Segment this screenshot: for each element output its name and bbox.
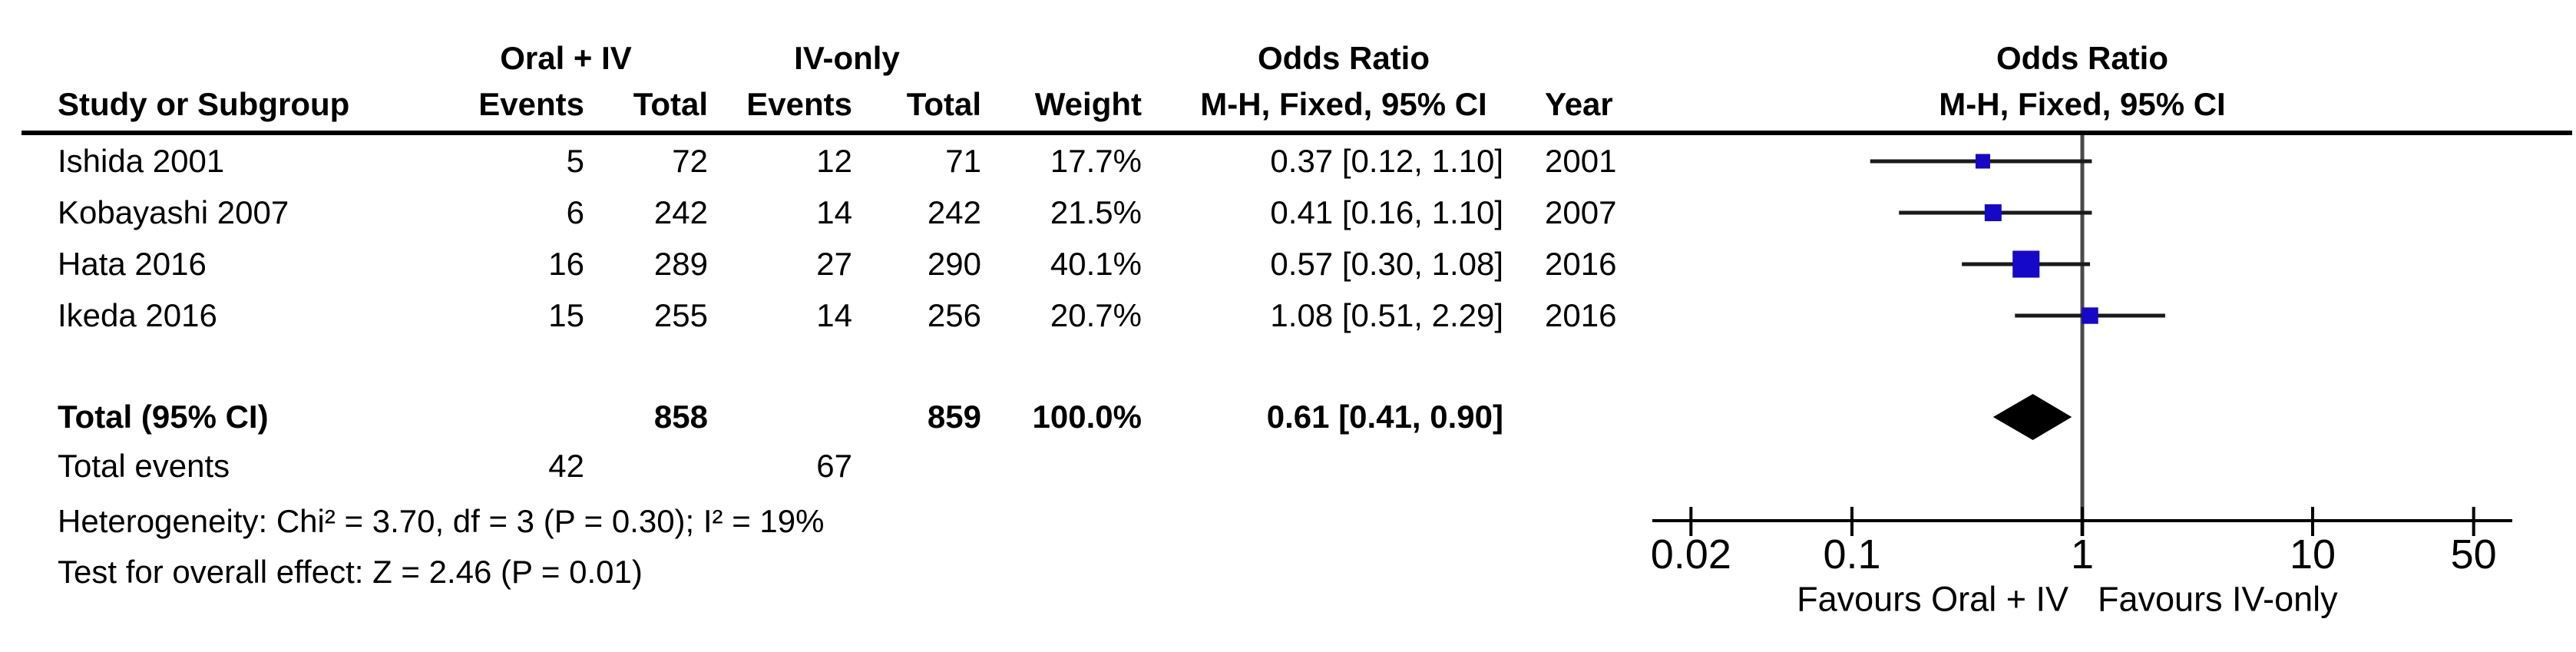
total-control: 242 [927, 194, 981, 230]
or-ci-value: 0.41 [0.16, 1.10] [1270, 194, 1503, 230]
x-axis-tick-label: 0.1 [1823, 531, 1880, 578]
or-square [1984, 204, 2002, 221]
header-separator [21, 131, 2572, 135]
col-header-total-treatment: Total [633, 86, 708, 122]
x-axis-tick-label: 50 [2451, 531, 2497, 578]
group-header-treatment: Oral + IV [500, 40, 632, 76]
x-axis-tick-label: 1 [2071, 531, 2094, 578]
total-events-label: Total events [58, 448, 230, 484]
events-treatment: 5 [566, 143, 584, 179]
weight-value: 21.5% [1050, 194, 1142, 230]
total-events-treatment: 42 [548, 448, 584, 484]
col-header-weight: Weight [1034, 86, 1142, 122]
total-label: Total (95% CI) [58, 399, 269, 435]
col-header-study: Study or Subgroup [58, 86, 350, 122]
total-treatment: 289 [653, 246, 708, 282]
or-ci-value: 1.08 [0.51, 2.29] [1270, 297, 1503, 333]
total-treatment: 72 [672, 143, 708, 179]
group-header-control: IV-only [794, 40, 900, 76]
events-control: 14 [816, 297, 852, 333]
events-control: 12 [816, 143, 852, 179]
total-control: 290 [927, 246, 981, 282]
total-treatment-sum: 858 [653, 399, 708, 435]
col-header-events-treatment: Events [478, 86, 584, 122]
year-value: 2007 [1545, 194, 1617, 230]
x-axis-tick-label: 10 [2290, 531, 2336, 578]
heterogeneity-stat: Heterogeneity: Chi² = 3.70, df = 3 (P = … [58, 503, 825, 539]
events-treatment: 15 [548, 297, 584, 333]
year-value: 2001 [1545, 143, 1617, 179]
total-events-control: 67 [816, 448, 852, 484]
total-weight: 100.0% [1032, 399, 1142, 435]
events-control: 14 [816, 194, 852, 230]
year-value: 2016 [1545, 246, 1617, 282]
weight-value: 40.1% [1050, 246, 1142, 282]
study-label: Kobayashi 2007 [58, 194, 289, 230]
or-ci-value: 0.37 [0.12, 1.10] [1270, 143, 1503, 179]
col-header-year: Year [1545, 86, 1613, 122]
study-label: Ikeda 2016 [58, 297, 217, 333]
or-ci-value: 0.57 [0.30, 1.08] [1270, 246, 1503, 282]
group-header-odds-ratio-table: Odds Ratio [1257, 40, 1430, 76]
total-treatment: 242 [653, 194, 708, 230]
year-value: 2016 [1545, 297, 1617, 333]
favours-left-label: Favours Oral + IV [1797, 579, 2068, 619]
or-square [1975, 154, 1990, 169]
favours-right-label: Favours IV-only [2098, 579, 2338, 619]
col-header-mh-ci-plot: M-H, Fixed, 95% CI [1939, 86, 2226, 122]
overall-effect-stat: Test for overall effect: Z = 2.46 (P = 0… [58, 554, 643, 590]
total-treatment: 255 [653, 297, 708, 333]
or-square [2082, 307, 2098, 324]
total-control: 71 [945, 143, 981, 179]
events-treatment: 16 [548, 246, 584, 282]
weight-value: 20.7% [1050, 297, 1142, 333]
group-header-odds-ratio-plot: Odds Ratio [1996, 40, 2169, 76]
col-header-events-control: Events [746, 86, 852, 122]
col-header-mh-ci-table: M-H, Fixed, 95% CI [1200, 86, 1487, 122]
total-or-ci: 0.61 [0.41, 0.90] [1266, 399, 1503, 435]
study-label: Hata 2016 [58, 246, 207, 282]
total-control-sum: 859 [927, 399, 981, 435]
events-control: 27 [816, 246, 852, 282]
or-square [2012, 250, 2040, 278]
total-diamond [1992, 394, 2072, 440]
weight-value: 17.7% [1050, 143, 1142, 179]
total-control: 256 [927, 297, 981, 333]
events-treatment: 6 [566, 194, 584, 230]
col-header-total-control: Total [906, 86, 981, 122]
x-axis-tick-label: 0.02 [1651, 531, 1731, 578]
study-label: Ishida 2001 [58, 143, 225, 179]
